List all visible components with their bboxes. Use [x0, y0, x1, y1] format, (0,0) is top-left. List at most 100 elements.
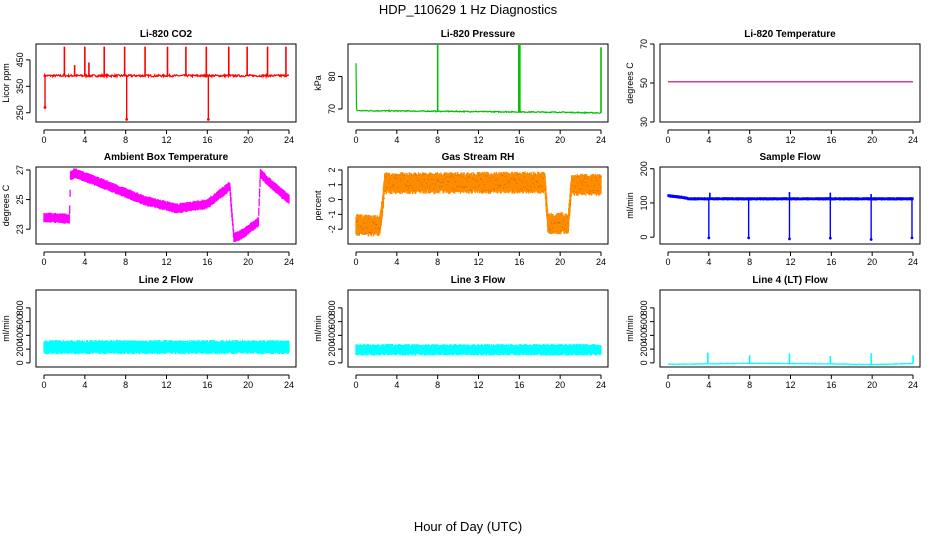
- y-tick-label: 25: [15, 195, 25, 205]
- x-tick-label: 8: [747, 257, 752, 267]
- x-tick-label: 20: [243, 380, 253, 390]
- y-tick-label: 800: [15, 300, 25, 315]
- x-tick-label: 0: [665, 380, 670, 390]
- x-tick-label: 24: [908, 135, 918, 145]
- y-axis-label: ml/min: [625, 192, 635, 219]
- y-tick-label: 450: [15, 52, 25, 67]
- x-tick-label: 4: [394, 135, 399, 145]
- x-tick-label: 20: [243, 135, 253, 145]
- dip-point: [747, 236, 751, 240]
- panel-ambient: Ambient Box Temperature 0 4 8 12 16 20 24 23 25 27…: [1, 152, 297, 267]
- x-tick-label: 24: [596, 380, 606, 390]
- x-tick-label: 4: [706, 135, 711, 145]
- dip-point: [788, 237, 791, 241]
- x-tick-label: 4: [82, 135, 87, 145]
- x-tick-label: 12: [785, 135, 795, 145]
- panel-title: Line 2 Flow: [139, 275, 194, 286]
- dip-point: [707, 236, 711, 240]
- panel-title: Gas Stream RH: [442, 152, 515, 163]
- y-tick-label: 27: [15, 165, 25, 175]
- x-tick-label: 24: [284, 257, 294, 267]
- series-band: [43, 168, 290, 243]
- panel-title: Ambient Box Temperature: [104, 152, 229, 163]
- x-tick-label: 0: [41, 135, 46, 145]
- y-tick-label: 800: [327, 300, 337, 315]
- y-axis-label: percent: [313, 190, 323, 221]
- dip-point: [828, 236, 832, 240]
- y-tick-label: 400: [639, 328, 649, 343]
- x-tick-label: 16: [202, 380, 212, 390]
- series-line: [667, 362, 914, 366]
- x-tick-label: 4: [706, 257, 711, 267]
- y-tick-label: 400: [327, 328, 337, 343]
- x-tick-label: 20: [555, 257, 565, 267]
- panel-temperature: Li-820 Temperature 0 4 8 12 16 20 24 30 50 70 degre…: [625, 29, 921, 145]
- y-tick-label: 1: [327, 182, 337, 187]
- dip-point: [206, 117, 210, 121]
- panel-title: Li-820 CO2: [140, 29, 193, 40]
- x-tick-label: 24: [908, 257, 918, 267]
- x-tick-label: 0: [41, 257, 46, 267]
- x-tick-label: 4: [706, 380, 711, 390]
- y-tick-label: 0: [327, 197, 337, 202]
- y-axis-label: ml/min: [1, 315, 11, 342]
- panel-title: Li-820 Temperature: [744, 29, 836, 40]
- dip-point: [43, 106, 47, 109]
- x-tick-label: 24: [908, 380, 918, 390]
- y-tick-label: -1: [327, 210, 337, 218]
- x-tick-label: 0: [353, 257, 358, 267]
- y-tick-label: 0: [327, 360, 337, 365]
- y-tick-label: 30: [639, 117, 649, 127]
- y-tick-label: 70: [639, 39, 649, 49]
- x-tick-label: 8: [435, 257, 440, 267]
- panel-co2: Li-820 CO2 0 4 8 12 16 20 24 250 350 450 Licor ppm: [1, 29, 297, 145]
- x-tick-label: 8: [435, 380, 440, 390]
- plot-frame: [35, 166, 297, 245]
- plot-frame: [347, 289, 609, 368]
- series-texture: [356, 173, 602, 235]
- y-tick-label: 600: [327, 314, 337, 329]
- x-tick-label: 16: [514, 257, 524, 267]
- x-tick-label: 0: [41, 380, 46, 390]
- x-tick-label: 8: [747, 380, 752, 390]
- x-tick-label: 20: [243, 257, 253, 267]
- x-tick-label: 16: [826, 257, 836, 267]
- x-tick-label: 8: [123, 135, 128, 145]
- y-tick-label: 800: [639, 300, 649, 315]
- x-tick-label: 16: [826, 380, 836, 390]
- plot-frame: [659, 166, 921, 245]
- y-tick-label: 100: [639, 195, 649, 210]
- panel-sample: Sample Flow 0 4 8 12 16 20 24 0 100 200 ml/min: [625, 152, 921, 267]
- plot-frame: [659, 289, 921, 368]
- x-tick-label: 0: [665, 257, 670, 267]
- x-tick-label: 16: [202, 135, 212, 145]
- x-tick-label: 24: [284, 135, 294, 145]
- y-tick-label: 600: [639, 314, 649, 329]
- x-tick-label: 8: [123, 257, 128, 267]
- x-tick-label: 4: [394, 380, 399, 390]
- dip-point: [869, 238, 873, 241]
- x-tick-label: 16: [514, 380, 524, 390]
- plot-frame: [659, 43, 921, 123]
- panel-title: Line 4 (LT) Flow: [752, 275, 828, 286]
- y-tick-label: 80: [327, 71, 337, 81]
- y-tick-label: 350: [15, 79, 25, 94]
- x-tick-label: 16: [826, 135, 836, 145]
- y-tick-label: 0: [639, 235, 649, 240]
- x-tick-label: 20: [867, 257, 877, 267]
- x-tick-label: 0: [665, 135, 670, 145]
- y-tick-label: 600: [15, 314, 25, 329]
- plot-frame: [35, 289, 297, 368]
- y-tick-label: 23: [15, 224, 25, 234]
- x-tick-label: 20: [555, 135, 565, 145]
- y-tick-label: 0: [15, 360, 25, 365]
- plot-frame: [35, 43, 297, 123]
- series-band: [355, 344, 602, 356]
- panel-title: Sample Flow: [759, 152, 820, 163]
- y-axis-label: degrees C: [625, 62, 635, 104]
- y-axis-label: kPa: [313, 75, 323, 91]
- x-tick-label: 4: [82, 380, 87, 390]
